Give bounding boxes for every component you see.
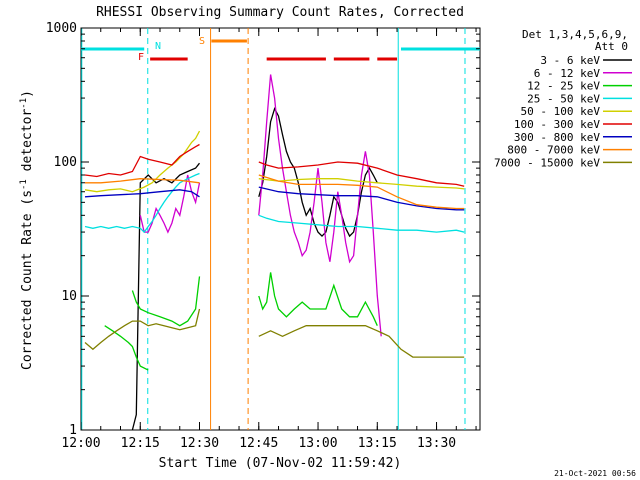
plot-area: NF S 1 10 100 1000 12:00 12:15 12:30 12:45 13:00 13…	[46, 21, 481, 451]
annotation-flag: F	[138, 52, 144, 63]
y-tick-label: 100	[54, 155, 77, 170]
series-line	[131, 107, 378, 431]
x-tick-label: 12:15	[121, 436, 160, 451]
legend-label: 6 - 12 keV	[534, 67, 601, 80]
series-line	[84, 143, 465, 187]
series-line	[104, 272, 378, 371]
legend-label: 800 - 7000 keV	[507, 144, 600, 157]
series-line	[85, 174, 465, 210]
legend-header: Att 0	[595, 40, 628, 53]
annotation-flag: N	[155, 41, 161, 52]
y-tick-label: 10	[61, 289, 77, 304]
legend-label: 7000 - 15000 keV	[494, 156, 600, 169]
y-tick-label: 1	[69, 423, 77, 438]
y-tick-label: 1000	[46, 21, 77, 36]
legend-label: 50 - 100 keV	[521, 105, 601, 118]
footer-date: 21-Oct-2021 00:56	[554, 469, 636, 478]
legend-label: 100 - 300 keV	[514, 118, 600, 131]
series-line	[84, 308, 465, 358]
chart-title: RHESSI Observing Summary Count Rates, Co…	[96, 5, 464, 20]
x-tick-label: 13:30	[417, 436, 456, 451]
series-line	[84, 172, 465, 234]
x-tick-label: 12:30	[180, 436, 219, 451]
y-axis-label-text: Corrected Count Rate (s-1 detector-1)	[19, 90, 35, 370]
x-tick-label: 13:15	[358, 436, 397, 451]
legend-label: 12 - 25 keV	[527, 80, 600, 93]
series-line	[84, 186, 465, 211]
plot-frame	[80, 27, 481, 431]
y-axis-label: Corrected Count Rate (s-1 detector-1)	[19, 90, 35, 370]
x-tick-label: 12:45	[239, 436, 278, 451]
annotation-flag: S	[199, 36, 205, 47]
x-axis-label: Start Time (07-Nov-02 11:59:42)	[159, 456, 402, 471]
legend-label: 25 - 50 keV	[527, 92, 600, 105]
legend-header: Det 1,3,4,5,6,9,	[522, 28, 628, 41]
x-tick-label: 13:00	[298, 436, 337, 451]
legend-label: 300 - 800 keV	[514, 131, 600, 144]
series-line	[84, 130, 465, 193]
x-tick-label: 12:00	[61, 436, 100, 451]
series-line	[139, 74, 382, 337]
legend-label: 3 - 6 keV	[540, 54, 600, 67]
